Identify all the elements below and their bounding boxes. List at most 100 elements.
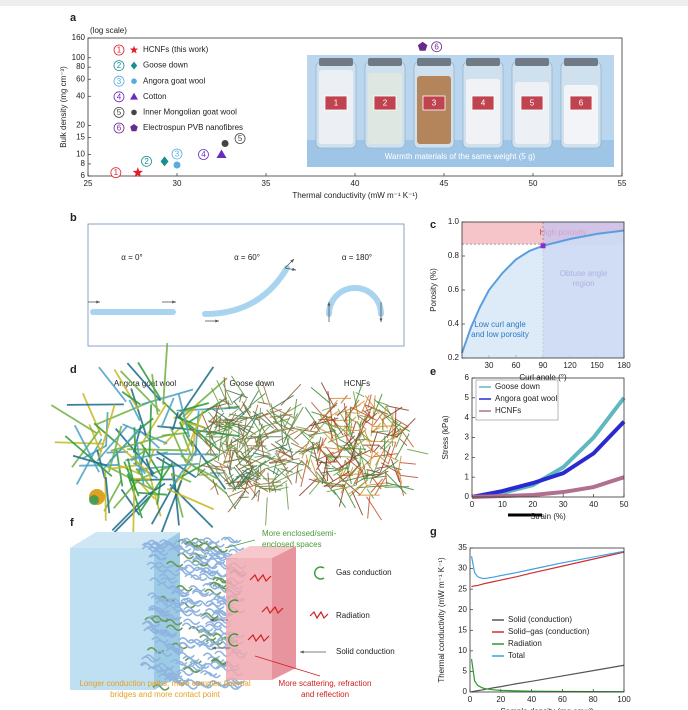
fiber [239,463,261,478]
image-label: HCNFs [344,379,370,388]
fiber [383,441,392,450]
jar-lid [515,58,549,66]
fiber-coil [192,557,210,564]
legend-label: Solid (conduction) [508,615,572,624]
fiber [380,462,402,475]
fiber-coil [177,548,195,555]
curve-fill [462,230,624,358]
fiber-coil [149,577,167,585]
fiber [227,490,245,513]
series-line [471,475,625,499]
x-axis-label: Sample density (mg cm⁻³) [500,707,593,710]
fiber [346,442,361,469]
fiber [218,417,221,432]
fiber [332,466,347,477]
fiber-coil [172,587,190,595]
fiber [325,483,348,489]
fiber-coil [175,568,193,576]
fiber [235,455,245,461]
x-axis-label: Thermal conductivity (mW m⁻¹ K⁻¹) [292,191,418,200]
y-tick-label: 5 [463,667,468,676]
fiber-coil [141,545,160,553]
fiber [132,481,136,540]
legend-label: Solid–gas (conduction) [508,627,590,636]
fiber [320,382,335,408]
fiber [308,430,318,438]
radiation-icon [249,573,272,583]
fiber [271,406,294,418]
fiber-coil [192,588,210,596]
fiber-coil [169,598,187,605]
point-tag-ring [171,148,183,160]
fiber [206,403,226,410]
fiber [239,399,247,412]
fiber [171,412,179,431]
fiber [197,455,202,476]
fiber-coil [225,681,243,689]
fiber [324,455,354,458]
panel-letter: a [70,12,77,24]
fiber-coil [196,538,214,546]
fiber [295,446,321,453]
y-tick-label: 1 [465,472,470,481]
fiber [346,457,364,473]
fiber [386,405,409,411]
plot-frame [469,547,625,693]
arrow-head [379,318,383,322]
fiber-coil [202,638,220,645]
fiber [400,474,419,479]
fiber [316,438,324,466]
legend-tag: 5 [117,108,122,117]
x-tick-label: 45 [440,179,449,188]
fiber [245,440,265,464]
gas-icon [314,566,325,580]
point-tag-ring [141,155,152,167]
fiber [228,440,233,464]
fiber [263,460,292,470]
series-line [471,551,625,588]
jar-tag-label: 1 [334,99,339,108]
fiber [381,406,403,421]
fiber [233,493,245,509]
fiber [231,408,249,426]
legend-label: Total [508,651,525,660]
fiber [257,429,282,438]
fiber [170,473,184,518]
fiber [361,475,387,480]
series-line [470,550,625,580]
fiber [222,383,234,405]
x-tick-label: 0 [470,500,475,509]
jar-tag [471,95,495,111]
fiber [113,368,139,410]
fiber [240,468,266,487]
fiber [119,370,161,413]
fiber [349,433,360,463]
fiber-coil [181,537,199,545]
arrow-head [172,300,176,304]
diagram-label: More enclosed/semi- [262,529,337,538]
fiber [295,426,309,430]
fiber [217,435,223,461]
fiber [261,380,271,408]
x-tick-label: 55 [618,179,627,188]
fiber [210,387,224,413]
fiber-coil [168,678,187,686]
fiber-coil [195,682,213,689]
fiber [351,490,364,516]
panel-letter: e [430,366,436,378]
legend-tag-ring [113,91,125,103]
fiber-coil [155,600,173,607]
fiber [299,459,312,470]
fiber [206,452,216,457]
legend-label: Goose down [143,61,188,70]
fiber-coil [177,652,195,659]
fiber [248,393,266,408]
fiber [139,462,174,512]
pink-side [272,546,296,680]
fiber [358,484,368,497]
y-tick-label: 0.2 [448,353,460,362]
series-line [470,659,625,693]
fiber [228,490,244,498]
legend-label: Inner Mongolian goat wool [143,108,237,117]
